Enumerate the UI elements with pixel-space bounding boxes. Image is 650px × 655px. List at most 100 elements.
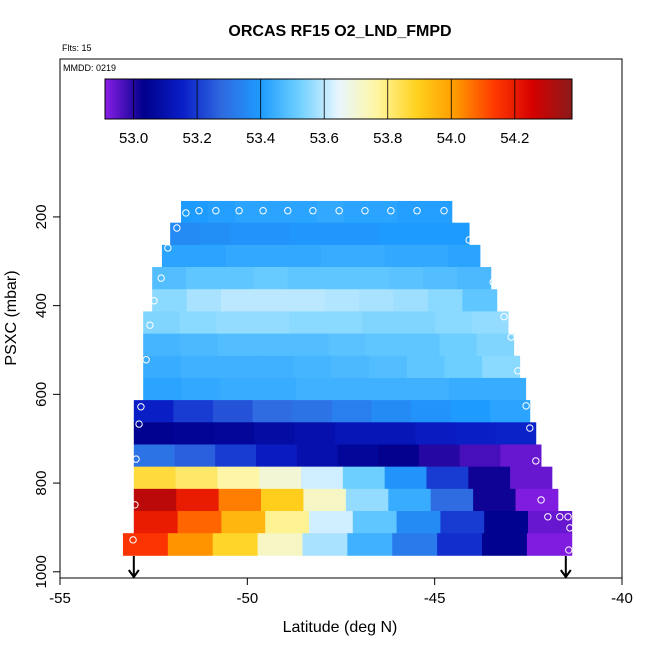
heat-cell bbox=[321, 267, 356, 290]
track-point bbox=[489, 278, 497, 286]
heat-cell bbox=[416, 244, 449, 268]
heat-cell bbox=[303, 488, 347, 512]
heat-cell bbox=[392, 533, 438, 556]
heat-cell bbox=[143, 311, 181, 334]
heat-cell bbox=[301, 466, 344, 490]
heat-cell bbox=[455, 422, 497, 445]
heat-cell bbox=[177, 511, 222, 534]
heat-cell bbox=[256, 355, 295, 379]
heat-cell bbox=[409, 222, 440, 246]
heat-cell bbox=[424, 200, 453, 224]
heat-cell bbox=[362, 311, 400, 334]
heat-cell bbox=[179, 311, 217, 334]
heat-cell bbox=[345, 488, 389, 512]
heat-cell bbox=[213, 400, 254, 423]
heat-cell bbox=[161, 244, 195, 268]
y-tick-label: 800 bbox=[33, 471, 50, 496]
heat-cell bbox=[325, 311, 363, 334]
heat-cell bbox=[181, 377, 221, 401]
track-point bbox=[157, 274, 165, 282]
heat-cell bbox=[225, 244, 258, 268]
heat-cell bbox=[487, 377, 527, 401]
track-point bbox=[173, 224, 181, 232]
heat-cell bbox=[423, 267, 458, 290]
heat-cell bbox=[358, 289, 394, 312]
y-tick-label: 600 bbox=[33, 382, 50, 407]
colorbar-tick-label: 54.2 bbox=[500, 130, 529, 147]
track-point bbox=[522, 402, 530, 410]
heat-cell bbox=[174, 444, 216, 468]
heat-cell bbox=[411, 400, 452, 423]
track-point bbox=[129, 536, 137, 544]
heat-cell bbox=[527, 511, 573, 534]
heat-cell bbox=[289, 311, 327, 334]
heat-cell bbox=[217, 466, 260, 490]
heat-cell bbox=[296, 377, 335, 401]
heat-cell bbox=[133, 444, 175, 468]
heat-cell bbox=[476, 333, 515, 357]
track-point bbox=[440, 207, 448, 215]
track-point bbox=[309, 207, 317, 215]
heat-cell bbox=[430, 488, 474, 512]
heat-cell bbox=[252, 311, 290, 334]
heat-cell bbox=[439, 222, 470, 246]
heat-cell bbox=[320, 244, 354, 268]
track-point bbox=[544, 513, 552, 521]
heat-cell bbox=[334, 422, 376, 445]
heat-cell bbox=[415, 422, 456, 445]
x-tick-label: -40 bbox=[611, 590, 633, 607]
heat-cell bbox=[212, 533, 258, 556]
arrow bbox=[559, 556, 572, 579]
heat-cell bbox=[259, 466, 302, 490]
heat-cell bbox=[328, 333, 366, 357]
heat-cell bbox=[152, 267, 187, 290]
heat-cell bbox=[334, 377, 374, 401]
track-point bbox=[565, 546, 573, 554]
heat-cell bbox=[193, 244, 226, 268]
heat-cell bbox=[365, 333, 403, 357]
heat-cell bbox=[180, 333, 218, 357]
track-point bbox=[532, 457, 540, 465]
colorbar-tick-label: 53.8 bbox=[373, 130, 402, 147]
heat-cell bbox=[170, 222, 201, 246]
heat-cell bbox=[257, 377, 297, 401]
heat-cell bbox=[371, 400, 412, 423]
heat-cell bbox=[355, 267, 390, 290]
track-point bbox=[507, 333, 515, 341]
track-point bbox=[195, 207, 203, 215]
heat-cell bbox=[218, 488, 262, 512]
heat-cell bbox=[370, 200, 399, 224]
heat-cell bbox=[181, 200, 209, 224]
heat-cell bbox=[252, 400, 293, 423]
heat-cell bbox=[398, 311, 436, 334]
heat-cell bbox=[176, 488, 220, 512]
heat-cell bbox=[352, 244, 385, 268]
track-point bbox=[135, 420, 143, 428]
heat-cell bbox=[402, 333, 441, 357]
y-tick-label: 200 bbox=[33, 204, 50, 229]
heat-cell bbox=[396, 511, 441, 534]
track-point bbox=[164, 244, 172, 252]
track-point bbox=[259, 207, 267, 215]
heat-cell bbox=[122, 533, 169, 556]
heat-cell bbox=[495, 422, 537, 445]
heat-cell bbox=[459, 444, 501, 468]
heat-cell bbox=[291, 333, 329, 357]
heat-cell bbox=[219, 267, 255, 290]
track-point bbox=[514, 367, 522, 375]
heat-cell bbox=[379, 222, 410, 246]
heat-cell bbox=[143, 377, 182, 401]
track-point bbox=[150, 297, 158, 305]
track-point bbox=[556, 513, 564, 521]
colorbar-tick-label: 54.0 bbox=[437, 130, 466, 147]
heat-cell bbox=[468, 466, 511, 490]
heat-cell bbox=[500, 444, 542, 468]
heat-cell bbox=[289, 244, 322, 268]
heat-cell bbox=[143, 355, 182, 379]
track-point bbox=[131, 501, 139, 509]
heat-cell bbox=[450, 400, 491, 423]
x-tick-label: -50 bbox=[236, 590, 258, 607]
heat-cell bbox=[294, 422, 336, 445]
heat-cell bbox=[287, 267, 322, 290]
